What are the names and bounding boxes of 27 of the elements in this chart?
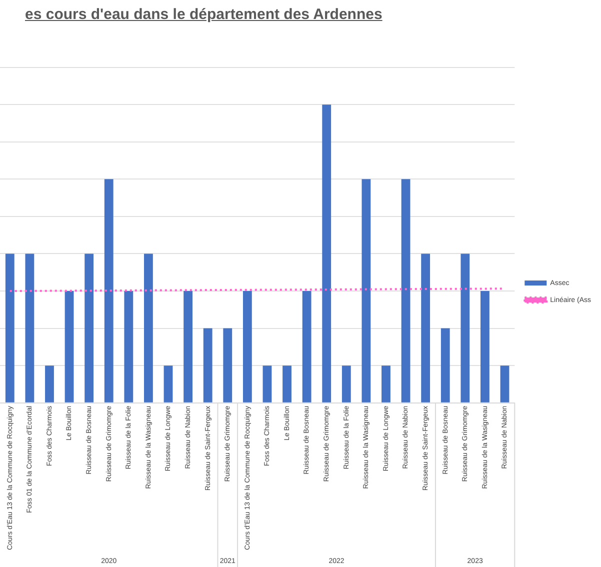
bar: [362, 179, 371, 402]
bar: [144, 254, 153, 402]
bar: [282, 366, 292, 402]
bar: [421, 254, 430, 402]
bar: [164, 366, 173, 402]
bar: [5, 254, 14, 402]
bar: [460, 254, 470, 402]
bar: [382, 366, 390, 402]
bar: [440, 328, 450, 402]
bar: [45, 366, 54, 402]
bar: [223, 328, 232, 402]
bar: [124, 291, 134, 402]
bar: [84, 254, 94, 402]
bar: [480, 291, 490, 402]
bar: [401, 179, 410, 402]
bar: [322, 104, 332, 402]
bar: [302, 291, 312, 402]
chart-title: es cours d'eau dans le département des Ardennes: [25, 6, 382, 23]
bar: [184, 291, 192, 402]
bar: [203, 328, 212, 402]
bar: [242, 291, 252, 402]
bar: [262, 366, 272, 402]
bar: [104, 179, 114, 402]
bar: [64, 291, 74, 402]
bar: [342, 366, 351, 402]
bar: [25, 254, 34, 402]
bar: [500, 366, 510, 402]
